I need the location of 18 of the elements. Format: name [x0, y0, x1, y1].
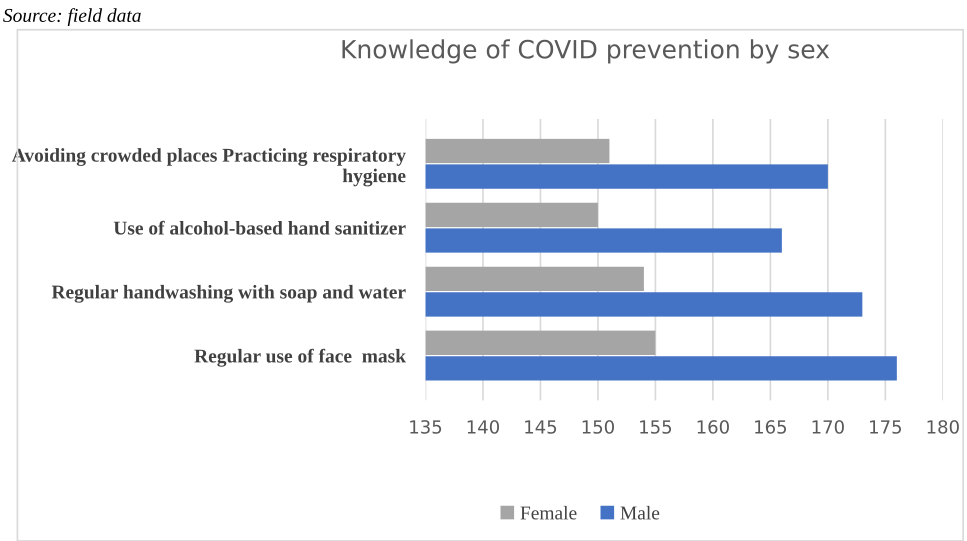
x-tick-label: 160 — [698, 420, 729, 434]
x-tick-label: 180 — [928, 420, 959, 434]
source-note: Source: field data — [3, 8, 141, 26]
x-tick-label: 135 — [410, 420, 442, 434]
y-tick-label: Regular use of face mask — [194, 348, 406, 367]
y-tick-label: Use of alcohol-based hand sanitizer — [114, 220, 406, 235]
legend-label: Female — [520, 506, 576, 520]
y-tick-label: Regular handwashing with soap and water — [52, 284, 406, 303]
x-tick-label: 140 — [468, 420, 499, 434]
x-tick-label: 150 — [582, 420, 614, 434]
x-tick-label: 165 — [755, 420, 786, 434]
x-tick-label: 175 — [870, 420, 901, 434]
x-tick-label: 145 — [525, 420, 556, 434]
chart-title: Knowledge of COVID prevention by sex — [342, 39, 830, 64]
x-tick-label: 170 — [812, 420, 844, 434]
y-tick-label: Avoiding crowded places Practicing respiratory hygiene — [12, 148, 406, 186]
x-tick-label: 155 — [640, 420, 672, 434]
legend-label: Male — [620, 506, 660, 520]
